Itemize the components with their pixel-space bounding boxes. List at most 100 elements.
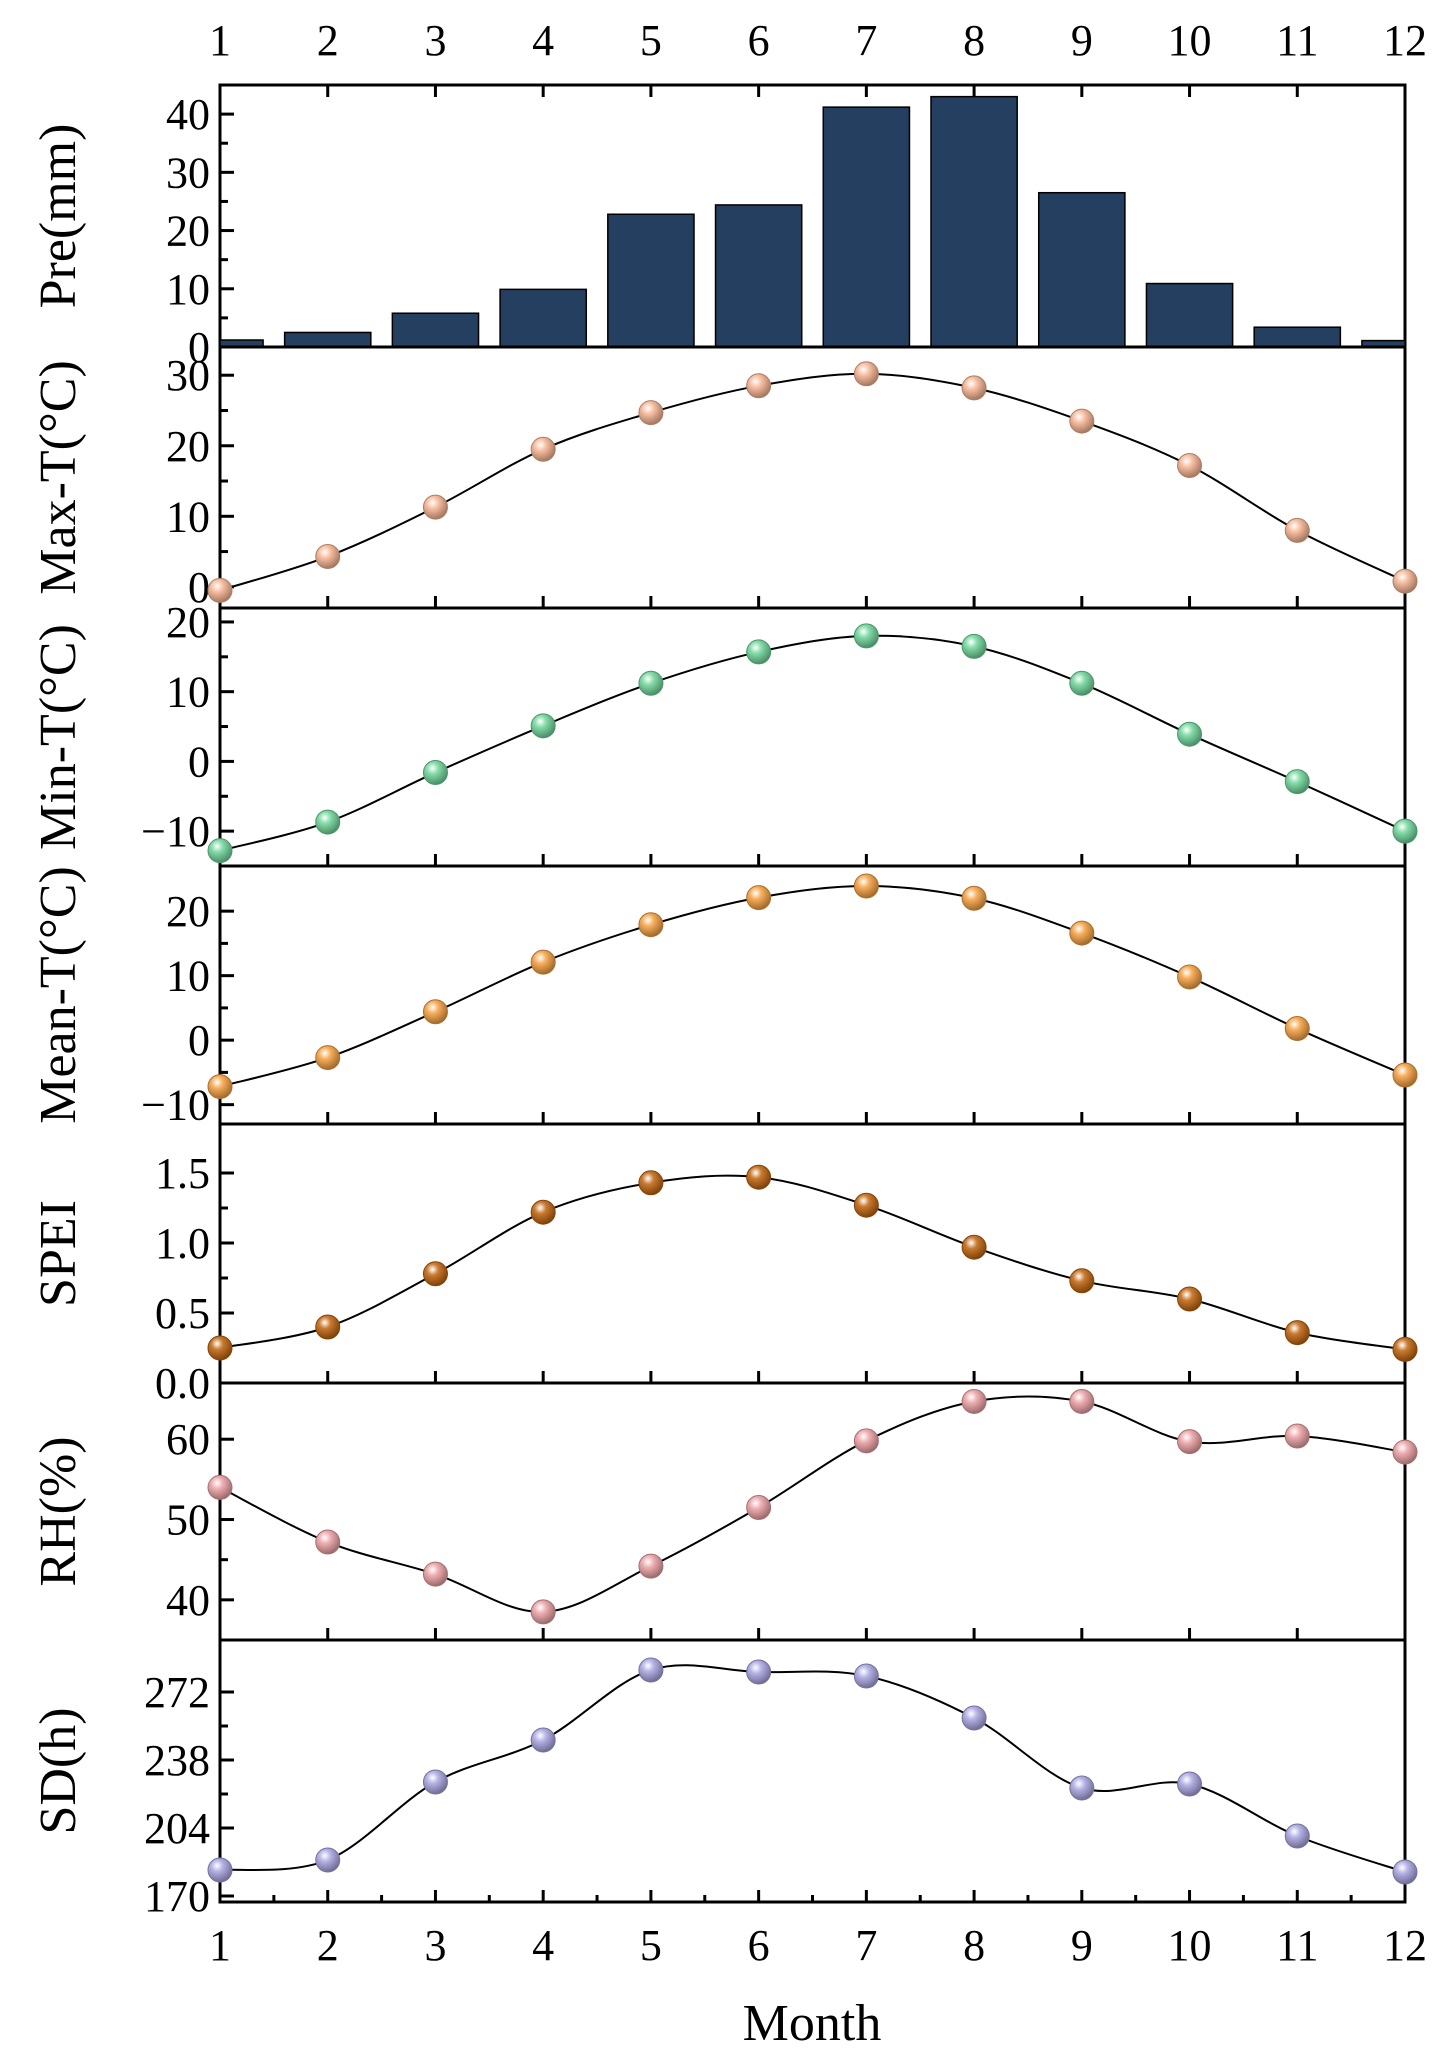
bottom-x-tick-label: 7 bbox=[855, 1921, 877, 1970]
point-month-11 bbox=[1284, 1016, 1310, 1042]
point-month-6 bbox=[746, 885, 772, 911]
point-month-12 bbox=[1392, 1062, 1418, 1088]
bottom-x-tick-label: 1 bbox=[209, 1921, 231, 1970]
bar-month-4 bbox=[499, 288, 588, 348]
y-tick-label: 0 bbox=[188, 737, 210, 786]
y-tick-label: −10 bbox=[141, 1081, 210, 1130]
top-x-tick-label: 4 bbox=[532, 16, 554, 65]
bar-month-7 bbox=[822, 106, 911, 348]
panel-mean-t: −10 0 10 20 Mean-T(°C) bbox=[30, 864, 1418, 1130]
bar-month-5 bbox=[607, 213, 695, 348]
y-tick-label: 10 bbox=[166, 952, 210, 1001]
point-month-5 bbox=[638, 1657, 664, 1683]
top-x-tick-label: 10 bbox=[1168, 16, 1212, 65]
y-tick-label: 1.0 bbox=[155, 1219, 210, 1268]
bar-month-3 bbox=[391, 312, 480, 348]
point-month-7 bbox=[853, 361, 879, 387]
bar-month-10 bbox=[1145, 282, 1234, 348]
panel-frame bbox=[218, 1122, 1407, 1385]
point-month-8 bbox=[961, 1388, 987, 1414]
series-line-spei bbox=[219, 1174, 1406, 1351]
point-month-11 bbox=[1284, 1320, 1310, 1346]
point-month-5 bbox=[638, 400, 664, 426]
point-month-1 bbox=[207, 1074, 233, 1100]
point-month-1 bbox=[207, 1474, 233, 1500]
bottom-x-tick-label: 10 bbox=[1168, 1921, 1212, 1970]
point-month-9 bbox=[1069, 670, 1095, 696]
top-x-tick-label: 2 bbox=[317, 16, 339, 65]
point-month-11 bbox=[1284, 517, 1310, 543]
y-tick-label: 40 bbox=[166, 1576, 210, 1625]
point-month-12 bbox=[1392, 568, 1418, 594]
point-month-9 bbox=[1069, 408, 1095, 434]
bottom-x-axis: 1 2 3 4 5 6 7 8 9 10 11 12 bbox=[209, 1895, 1427, 1970]
y-tick-label: 40 bbox=[166, 90, 210, 139]
y-tick-label: 20 bbox=[166, 207, 210, 256]
top-x-tick-label: 1 bbox=[209, 16, 231, 65]
point-month-4 bbox=[530, 1199, 556, 1225]
y-tick-label: 20 bbox=[166, 887, 210, 936]
point-month-5 bbox=[638, 912, 664, 938]
panel-frame bbox=[218, 1638, 1407, 1904]
point-month-7 bbox=[853, 1428, 879, 1454]
point-month-6 bbox=[746, 1494, 772, 1520]
panel-min-t: −10 0 10 20 Min-T(°C) bbox=[30, 598, 1418, 868]
y-axis-title-pre: Pre(mm) bbox=[30, 124, 87, 309]
bottom-x-tick-label: 11 bbox=[1276, 1921, 1318, 1970]
point-month-7 bbox=[853, 1663, 879, 1689]
y-axis-title-spei: SPEI bbox=[30, 1200, 87, 1307]
bottom-x-tick-label: 5 bbox=[640, 1921, 662, 1970]
point-month-11 bbox=[1284, 769, 1310, 795]
point-month-10 bbox=[1177, 453, 1203, 479]
point-month-5 bbox=[638, 1553, 664, 1579]
point-month-10 bbox=[1177, 721, 1203, 747]
y-tick-label: 1.5 bbox=[155, 1149, 210, 1198]
point-month-7 bbox=[853, 623, 879, 649]
point-month-6 bbox=[746, 373, 772, 399]
point-month-7 bbox=[853, 1192, 879, 1218]
top-x-tick-label: 11 bbox=[1276, 16, 1318, 65]
series-line-min-t bbox=[219, 634, 1406, 852]
point-month-11 bbox=[1284, 1823, 1310, 1849]
bar-month-8 bbox=[930, 95, 1018, 348]
point-month-10 bbox=[1177, 964, 1203, 990]
y-axis-title-min-t: Min-T(°C) bbox=[30, 624, 87, 850]
y-tick-label: 0 bbox=[188, 1016, 210, 1065]
point-month-2 bbox=[315, 1314, 341, 1340]
y-tick-label: 10 bbox=[166, 668, 210, 717]
point-month-12 bbox=[1392, 1439, 1418, 1465]
point-month-8 bbox=[961, 1705, 987, 1731]
point-month-8 bbox=[961, 633, 987, 659]
point-month-12 bbox=[1392, 1336, 1418, 1362]
top-x-tick-label: 9 bbox=[1071, 16, 1093, 65]
point-month-4 bbox=[530, 1727, 556, 1753]
y-tick-label: 20 bbox=[166, 598, 210, 647]
top-x-tick-label: 7 bbox=[855, 16, 877, 65]
panel-frame bbox=[218, 345, 1407, 610]
y-axis-title-mean-t: Mean-T(°C) bbox=[30, 866, 87, 1124]
bar-month-11 bbox=[1253, 326, 1342, 348]
bottom-x-tick-label: 9 bbox=[1071, 1921, 1093, 1970]
y-tick-label: 0 bbox=[188, 563, 210, 612]
point-month-3 bbox=[422, 1261, 448, 1287]
y-tick-label: 60 bbox=[166, 1415, 210, 1464]
y-tick-label: 50 bbox=[166, 1496, 210, 1545]
x-axis-title: Month bbox=[743, 1995, 882, 2052]
panel-rh: 40 50 60 RH(%) bbox=[30, 1381, 1418, 1642]
point-month-4 bbox=[530, 1599, 556, 1625]
top-x-tick-label: 5 bbox=[640, 16, 662, 65]
point-month-9 bbox=[1069, 1775, 1095, 1801]
point-month-5 bbox=[638, 1170, 664, 1196]
point-month-9 bbox=[1069, 920, 1095, 946]
y-tick-label: 30 bbox=[166, 148, 210, 197]
point-month-1 bbox=[207, 838, 233, 864]
point-month-12 bbox=[1392, 818, 1418, 844]
point-month-6 bbox=[746, 1659, 772, 1685]
point-month-10 bbox=[1177, 1286, 1203, 1312]
series-line-mean-t bbox=[219, 884, 1406, 1088]
bottom-x-tick-label: 2 bbox=[317, 1921, 339, 1970]
point-month-8 bbox=[961, 375, 987, 401]
series-line-max-t bbox=[219, 372, 1406, 592]
point-month-4 bbox=[530, 436, 556, 462]
point-month-5 bbox=[638, 670, 664, 696]
